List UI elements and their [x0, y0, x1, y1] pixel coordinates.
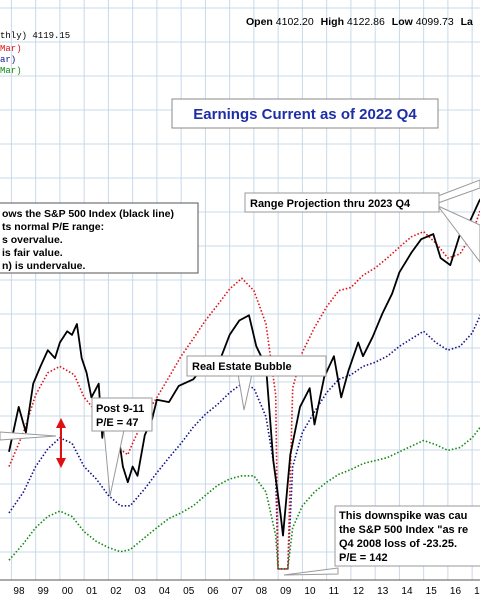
last-label: La — [461, 16, 473, 28]
range-projection-callout: Range Projection thru 2023 Q4 — [244, 179, 480, 263]
x-tick-label: 12 — [353, 586, 365, 597]
header-prices: Open 4102.20 High 4122.86 Low 4099.73 La — [246, 16, 473, 28]
x-tick-label: 09 — [280, 586, 292, 597]
undervalue-band-line — [8, 426, 480, 570]
open-value: 4102.20 — [276, 16, 314, 28]
chart-series — [8, 198, 480, 570]
downspike-line-2: the S&P 500 Index "as re — [339, 524, 468, 536]
post911-line-2: P/E = 47 — [96, 417, 139, 429]
range-projection-label: Range Projection thru 2023 Q4 — [250, 198, 411, 210]
left-pointer-shape — [0, 431, 57, 441]
explanation-line-5: n) is undervalue. — [2, 260, 86, 272]
x-tick-label: 98 — [13, 586, 25, 597]
x-tick-label: 05 — [183, 586, 195, 597]
explanation-line-4: is fair value. — [2, 247, 63, 259]
x-tick-label: 11 — [329, 586, 340, 597]
range-projection-frame — [244, 192, 440, 213]
high-value: 4122.86 — [347, 16, 385, 28]
header-price-bar: Open 4102.20 High 4122.86 Low 4099.73 La — [246, 16, 473, 28]
legend-fair: ar) — [0, 55, 16, 65]
x-tick-label: 99 — [38, 586, 50, 597]
low-label: Low — [392, 16, 414, 28]
fair-value-band-line — [8, 314, 480, 570]
x-tick-label: 01 — [86, 586, 98, 597]
price-line — [8, 198, 480, 537]
x-tick-label: 07 — [232, 586, 244, 597]
overvalue-band-line — [8, 208, 480, 570]
x-axis-ticks: 98 99 00 01 02 03 04 05 06 07 08 09 10 11 12 13 14 15 16 17 — [13, 586, 480, 597]
legend-undervalue: Mar) — [0, 66, 22, 76]
downspike-line-3: Q4 2008 loss of -23.25. — [339, 538, 457, 550]
downspike-callout: This downspike was cau the S&P 500 Index… — [283, 505, 480, 576]
legend-overvalue: Mar) — [0, 44, 22, 54]
x-tick-label: 17 — [474, 586, 480, 597]
x-tick-label: 16 — [450, 586, 462, 597]
x-tick-label: 08 — [256, 586, 268, 597]
legend: thly) 4119.15 Mar) ar) Mar) — [0, 31, 70, 76]
high-label: High — [321, 16, 344, 28]
title-box: Earnings Current as of 2022 Q4 — [171, 98, 439, 129]
explanation-frame — [0, 202, 199, 274]
post911-frame — [91, 397, 153, 432]
explanation-line-2: ts normal P/E range: — [2, 221, 104, 233]
valuation-arrow-down-head — [56, 458, 66, 468]
x-tick-label: 10 — [304, 586, 316, 597]
x-tick-label: 13 — [377, 586, 389, 597]
title-box-frame — [171, 98, 439, 129]
x-tick-label: 04 — [159, 586, 171, 597]
downspike-frame — [334, 505, 480, 567]
low-value: 4099.73 — [416, 16, 454, 28]
legend-price: thly) 4119.15 — [0, 31, 70, 41]
downspike-pointer — [283, 567, 339, 576]
x-tick-label: 02 — [110, 586, 122, 597]
real-estate-label: Real Estate Bubble — [192, 361, 292, 373]
range-projection-pointer-lower — [437, 205, 480, 263]
x-tick-label: 14 — [401, 586, 413, 597]
valuation-arrow-up-head — [56, 418, 66, 428]
post911-callout: Post 9-11 P/E = 47 — [91, 397, 153, 497]
x-tick-label: 00 — [62, 586, 74, 597]
real-estate-callout: Real Estate Bubble — [186, 355, 327, 411]
downspike-line-4: P/E = 142 — [339, 552, 388, 564]
real-estate-frame — [186, 355, 327, 377]
chart-title: Earnings Current as of 2022 Q4 — [193, 106, 417, 123]
post911-line-1: Post 9-11 — [96, 403, 144, 415]
explanation-line-1: ows the S&P 500 Index (black line) — [2, 208, 174, 220]
downspike-line-1: This downspike was cau — [339, 510, 467, 522]
x-tick-label: 03 — [135, 586, 147, 597]
left-pointer — [0, 431, 57, 441]
x-tick-label: 06 — [207, 586, 219, 597]
valuation-arrow — [56, 418, 66, 468]
explanation-line-3: s overvalue. — [2, 234, 63, 246]
x-tick-label: 15 — [426, 586, 438, 597]
open-label: Open — [246, 16, 273, 28]
explanation-box: ows the S&P 500 Index (black line) ts no… — [0, 202, 199, 274]
